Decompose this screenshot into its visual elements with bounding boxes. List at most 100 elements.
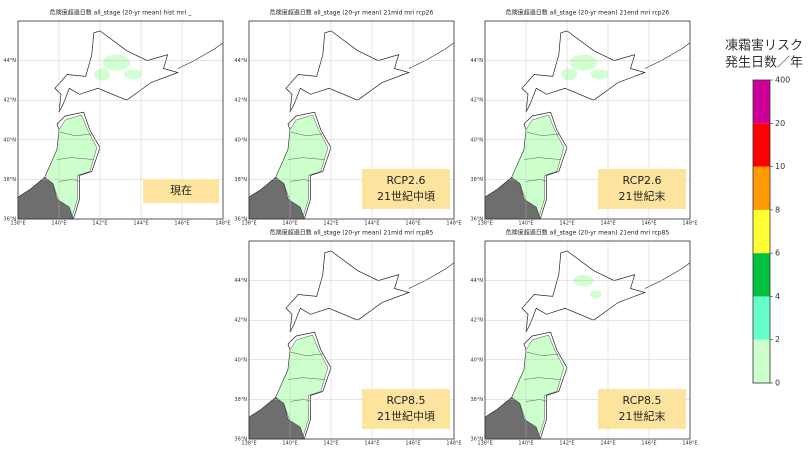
colorbar-segment bbox=[753, 166, 770, 210]
lat-tick-label: 42°N bbox=[470, 318, 483, 324]
land-hokkaido bbox=[285, 250, 411, 333]
lon-tick-label: 138°E bbox=[10, 221, 25, 227]
prefecture-border bbox=[287, 157, 325, 160]
lon-tick-label: 138°E bbox=[477, 441, 492, 447]
lat-tick-label: 36°N bbox=[3, 217, 16, 223]
panel-title: 危険度超過日数 all_stage (20-yr mean) 21mid mri… bbox=[270, 9, 434, 17]
risk-area bbox=[569, 54, 598, 71]
scenario-label: RCP8.5 bbox=[387, 394, 426, 407]
scenario-label: 現在 bbox=[170, 184, 192, 197]
risk-area bbox=[44, 114, 98, 220]
lon-tick-label: 146°E bbox=[174, 221, 189, 227]
lon-tick-label: 140°E bbox=[282, 441, 297, 447]
lon-tick-label: 144°E bbox=[600, 441, 615, 447]
colorbar-segment bbox=[753, 296, 770, 340]
map-panel: 36°N 38°N 40°N 42°N 44°N 138°E 140°E 142°E 144°E… bbox=[234, 240, 462, 447]
scenario-label: 21世紀末 bbox=[619, 189, 666, 203]
prefecture-border bbox=[523, 157, 561, 160]
risk-area bbox=[275, 114, 329, 220]
panel-title: 危険度超過日数 all_stage (20-yr mean) 21end mri… bbox=[506, 9, 670, 17]
colorbar-label: 6 bbox=[775, 249, 780, 258]
lon-tick-label: 142°E bbox=[559, 441, 574, 447]
risk-area bbox=[589, 290, 602, 299]
lon-tick-label: 148°E bbox=[215, 221, 230, 227]
scenario-label-box bbox=[598, 169, 686, 209]
risk-area bbox=[275, 334, 329, 440]
colorbar-segment bbox=[753, 339, 770, 383]
map-panel: 36°N 38°N 40°N 42°N 44°N 138°E 140°E 142°E 144°E… bbox=[3, 20, 231, 227]
colorbar-label: 10 bbox=[775, 162, 785, 171]
prefecture-border bbox=[289, 351, 323, 357]
scenario-label: RCP2.6 bbox=[387, 174, 426, 187]
outside-area bbox=[17, 177, 74, 220]
lat-tick-label: 38°N bbox=[234, 397, 247, 403]
risk-area bbox=[590, 69, 609, 80]
map-frame bbox=[17, 20, 224, 220]
panel-title: 危険度超過日数 all_stage (20-yr mean) 21mid mri… bbox=[270, 229, 434, 237]
map-panel: 36°N 38°N 40°N 42°N 44°N 138°E 140°E 142°E 144°E… bbox=[470, 240, 698, 447]
land-hokkaido bbox=[54, 30, 180, 113]
outside-area bbox=[484, 397, 541, 440]
prefecture-border bbox=[525, 351, 559, 357]
map-frame bbox=[248, 240, 455, 440]
lon-tick-label: 146°E bbox=[405, 221, 420, 227]
lon-tick-label: 138°E bbox=[477, 221, 492, 227]
prefecture-border bbox=[525, 131, 559, 137]
lat-tick-label: 42°N bbox=[234, 318, 247, 324]
outside-area bbox=[484, 177, 541, 220]
colorbar-label: 20 bbox=[775, 119, 785, 128]
risk-area bbox=[561, 68, 578, 81]
lon-tick-label: 138°E bbox=[241, 221, 256, 227]
map-frame bbox=[484, 20, 691, 220]
lat-tick-label: 38°N bbox=[3, 177, 16, 183]
lon-tick-label: 140°E bbox=[518, 221, 533, 227]
map-frame bbox=[484, 240, 691, 440]
lat-tick-label: 44°N bbox=[234, 278, 247, 284]
lon-tick-label: 140°E bbox=[282, 221, 297, 227]
islands bbox=[177, 42, 224, 69]
legend-title: 発生日数／年 bbox=[725, 56, 803, 71]
prefecture-border bbox=[287, 377, 325, 380]
lat-tick-label: 42°N bbox=[3, 98, 16, 104]
lat-tick-label: 38°N bbox=[234, 177, 247, 183]
lat-tick-label: 38°N bbox=[470, 177, 483, 183]
risk-area bbox=[94, 68, 111, 81]
risk-area bbox=[511, 114, 565, 220]
lon-tick-label: 144°E bbox=[133, 221, 148, 227]
lat-tick-label: 38°N bbox=[470, 397, 483, 403]
panel-title: 危険度超過日数 all_stage (20-yr mean) hist mri … bbox=[50, 9, 192, 17]
lat-tick-label: 40°N bbox=[3, 137, 16, 143]
risk-area bbox=[511, 334, 565, 440]
islands bbox=[644, 262, 691, 289]
lat-tick-label: 40°N bbox=[470, 357, 483, 363]
colorbar-label: 8 bbox=[775, 205, 780, 214]
scenario-label: RCP2.6 bbox=[623, 174, 662, 187]
lon-tick-label: 138°E bbox=[241, 441, 256, 447]
islands bbox=[644, 42, 691, 69]
map-panel: 36°N 38°N 40°N 42°N 44°N 138°E 140°E 142°E 144°E… bbox=[470, 20, 698, 227]
panel-title: 危険度超過日数 all_stage (20-yr mean) 21end mri… bbox=[506, 229, 670, 237]
colorbar-label: 2 bbox=[775, 335, 780, 344]
colorbar-segment bbox=[753, 80, 770, 124]
lat-tick-label: 36°N bbox=[234, 437, 247, 443]
lon-tick-label: 142°E bbox=[323, 441, 338, 447]
map-panel: 36°N 38°N 40°N 42°N 44°N 138°E 140°E 142°E 144°E… bbox=[234, 20, 462, 227]
prefecture-border bbox=[58, 131, 92, 137]
lat-tick-label: 40°N bbox=[234, 357, 247, 363]
colorbar-frame bbox=[752, 79, 771, 384]
lon-tick-label: 146°E bbox=[641, 441, 656, 447]
prefecture-border bbox=[289, 131, 323, 137]
lon-tick-label: 142°E bbox=[92, 221, 107, 227]
lon-tick-label: 148°E bbox=[446, 221, 461, 227]
lon-tick-label: 144°E bbox=[364, 441, 379, 447]
colorbar-segment bbox=[753, 123, 770, 167]
scenario-label: 21世紀中頃 bbox=[377, 190, 435, 203]
lon-tick-label: 140°E bbox=[51, 221, 66, 227]
scenario-label-box bbox=[143, 179, 219, 203]
islands bbox=[408, 262, 455, 289]
lon-tick-label: 148°E bbox=[446, 441, 461, 447]
colorbar-label: 0 bbox=[775, 379, 780, 388]
lat-tick-label: 44°N bbox=[470, 278, 483, 284]
lon-tick-label: 140°E bbox=[518, 441, 533, 447]
